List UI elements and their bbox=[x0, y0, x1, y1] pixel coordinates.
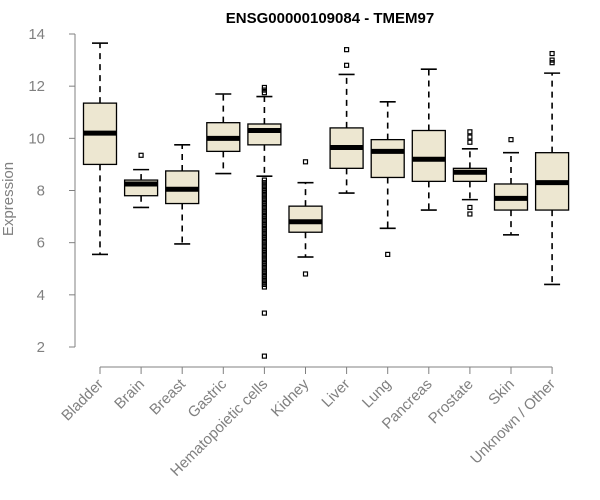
outlier-point bbox=[261, 273, 267, 280]
outlier-point bbox=[261, 279, 267, 285]
box-gastric bbox=[206, 93, 241, 175]
outlier-point bbox=[261, 258, 267, 264]
outlier-point bbox=[261, 195, 267, 201]
box-brain bbox=[123, 152, 159, 209]
outlier-point bbox=[261, 268, 267, 274]
outlier-point bbox=[261, 263, 267, 269]
x-tick-label: Bladder bbox=[58, 376, 107, 425]
x-tick-label: Kidney bbox=[268, 375, 313, 420]
outlier-point bbox=[261, 193, 267, 199]
box-unknown-other bbox=[534, 50, 570, 286]
y-tick-label: 14 bbox=[28, 26, 45, 43]
outlier-point bbox=[261, 242, 267, 248]
outlier-point bbox=[385, 251, 391, 258]
outlier-point bbox=[549, 60, 555, 66]
outlier-point bbox=[467, 211, 473, 217]
outlier-point bbox=[261, 213, 267, 220]
outlier-point bbox=[261, 203, 267, 209]
outlier-point bbox=[261, 221, 267, 228]
outlier-point bbox=[261, 227, 267, 233]
y-tick-label: 12 bbox=[28, 78, 45, 95]
y-tick-label: 4 bbox=[37, 287, 45, 304]
y-axis-title: Expression bbox=[0, 162, 17, 236]
outlier-point bbox=[344, 47, 350, 53]
outlier-point bbox=[261, 281, 267, 287]
y-tick-label: 6 bbox=[37, 235, 45, 252]
outlier-point bbox=[261, 182, 267, 188]
outlier-point bbox=[508, 137, 514, 143]
outlier-point bbox=[302, 159, 309, 165]
outlier-point bbox=[261, 271, 267, 277]
outlier-point bbox=[302, 271, 309, 277]
box-skin bbox=[493, 137, 529, 236]
outlier-point bbox=[261, 187, 267, 194]
outlier-point bbox=[261, 240, 267, 246]
iqr-box bbox=[411, 129, 446, 183]
outlier-point bbox=[261, 219, 267, 225]
outlier-point bbox=[261, 87, 267, 93]
outlier-point bbox=[344, 62, 350, 68]
box-liver bbox=[329, 47, 364, 194]
outlier-point bbox=[261, 208, 267, 214]
outlier-point bbox=[467, 139, 473, 145]
outlier-point bbox=[261, 247, 267, 254]
x-tick-label: Breast bbox=[146, 375, 189, 418]
x-tick-label: Liver bbox=[318, 376, 353, 411]
outlier-point bbox=[261, 260, 267, 267]
x-tick-label: Prostate bbox=[425, 376, 477, 428]
outlier-point bbox=[549, 50, 555, 57]
box-kidney bbox=[288, 159, 323, 277]
x-tick-label: Brain bbox=[111, 376, 148, 413]
outlier-point bbox=[261, 216, 267, 222]
outlier-point bbox=[261, 198, 267, 204]
outlier-point bbox=[261, 232, 267, 238]
outlier-point bbox=[261, 90, 267, 96]
iqr-box bbox=[288, 205, 323, 233]
outlier-point bbox=[261, 237, 267, 243]
outlier-point bbox=[261, 206, 267, 212]
iqr-box bbox=[370, 138, 405, 179]
x-tick-label: Lung bbox=[359, 376, 395, 412]
outlier-point bbox=[549, 57, 555, 63]
box-pancreas bbox=[411, 68, 446, 211]
outlier-point bbox=[261, 353, 267, 359]
outlier-point bbox=[261, 200, 267, 207]
outlier-point bbox=[261, 255, 267, 261]
x-tick-label: Skin bbox=[485, 376, 518, 409]
box-hematopoietic-cells bbox=[247, 84, 282, 359]
boxes bbox=[82, 42, 570, 359]
outlier-point bbox=[261, 84, 267, 91]
outlier-point bbox=[261, 229, 267, 235]
box-prostate bbox=[452, 129, 488, 217]
outlier-point bbox=[467, 134, 473, 140]
outlier-point bbox=[261, 276, 267, 282]
box-bladder bbox=[82, 42, 118, 256]
outlier-point bbox=[138, 152, 144, 158]
y-tick-label: 2 bbox=[37, 339, 45, 356]
outlier-point bbox=[261, 284, 267, 290]
box-breast bbox=[165, 144, 200, 245]
outlier-point bbox=[467, 204, 473, 211]
outlier-point bbox=[261, 266, 267, 272]
y-axis-ticks: 2 4 6 8 10 12 14 bbox=[28, 26, 75, 356]
outlier-point bbox=[261, 177, 267, 183]
y-tick-label: 10 bbox=[28, 130, 45, 147]
outlier-point bbox=[261, 211, 267, 217]
outlier-point bbox=[261, 234, 267, 241]
outlier-point bbox=[261, 253, 267, 259]
outlier-point bbox=[261, 245, 267, 251]
outlier-point bbox=[261, 250, 267, 256]
outlier-point bbox=[467, 129, 473, 135]
outlier-point bbox=[261, 185, 267, 191]
y-tick-label: 8 bbox=[37, 183, 45, 200]
outlier-point bbox=[261, 224, 267, 230]
outlier-point bbox=[261, 190, 267, 196]
box-lung bbox=[370, 101, 405, 258]
iqr-box bbox=[247, 123, 282, 146]
chart-title: ENSG00000109084 - TMEM97 bbox=[226, 10, 434, 27]
outlier-point bbox=[261, 180, 267, 186]
outlier-point bbox=[261, 310, 267, 316]
